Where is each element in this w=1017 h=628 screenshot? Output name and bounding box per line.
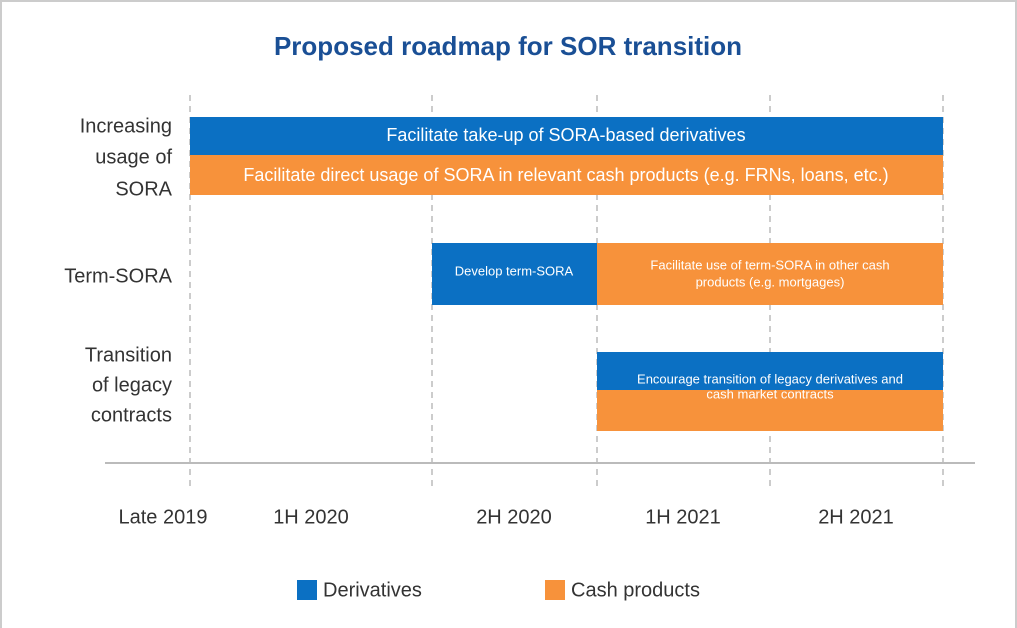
period-label: Late 2019 bbox=[119, 506, 208, 528]
row-label: contracts bbox=[91, 404, 172, 426]
bar bbox=[597, 352, 943, 390]
row-label: Term-SORA bbox=[64, 265, 172, 287]
legend-label: Cash products bbox=[571, 579, 700, 601]
period-labels: Late 2019 1H 2020 2H 2020 1H 2021 2H 202… bbox=[119, 506, 894, 528]
bar-text: Facilitate use of term-SORA in other cas… bbox=[650, 257, 889, 272]
bar bbox=[190, 117, 943, 155]
legend-label: Derivatives bbox=[323, 579, 422, 601]
grid bbox=[105, 95, 975, 490]
bar-text: products (e.g. mortgages) bbox=[696, 274, 845, 289]
period-label: 1H 2020 bbox=[273, 506, 349, 528]
row-label: Increasing bbox=[80, 115, 172, 137]
legend-swatch bbox=[545, 580, 565, 600]
period-label: 1H 2021 bbox=[645, 506, 721, 528]
bar bbox=[190, 155, 943, 195]
bar bbox=[597, 243, 943, 305]
row-label: Transition bbox=[85, 344, 172, 366]
period-label: 2H 2021 bbox=[818, 506, 894, 528]
bar bbox=[597, 390, 943, 431]
bar-text: Encourage transition of legacy derivativ… bbox=[637, 371, 903, 386]
bar-text: Develop term-SORA bbox=[455, 263, 574, 278]
row-label: SORA bbox=[115, 178, 172, 200]
row-label: of legacy bbox=[92, 374, 172, 396]
bar-text: Facilitate take-up of SORA-based derivat… bbox=[386, 125, 745, 145]
row-label: usage of bbox=[95, 146, 172, 168]
title: Proposed roadmap for SOR transition bbox=[274, 31, 742, 61]
bar-text: cash market contracts bbox=[706, 386, 834, 401]
legend-swatch bbox=[297, 580, 317, 600]
bar-text: Facilitate direct usage of SORA in relev… bbox=[243, 165, 888, 185]
bar bbox=[432, 243, 597, 305]
period-label: 2H 2020 bbox=[476, 506, 552, 528]
